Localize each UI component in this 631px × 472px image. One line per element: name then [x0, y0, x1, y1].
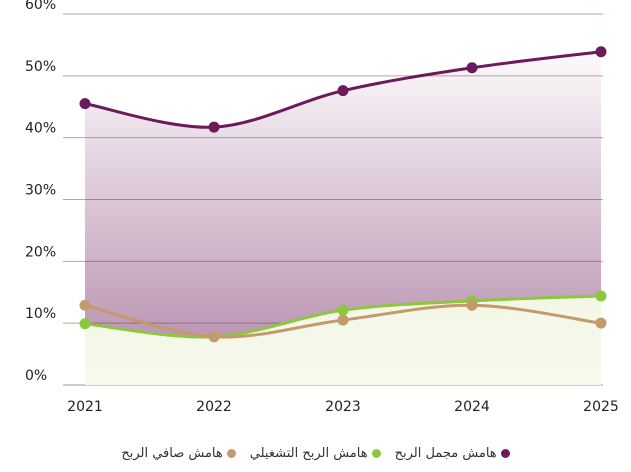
legend-item: هامش مجمل الربح	[395, 446, 510, 461]
legend-label: هامش صافي الربح	[121, 446, 223, 461]
y-tick-label: 40%	[25, 121, 56, 137]
point	[595, 290, 607, 302]
x-tick-label: 2021	[67, 399, 103, 415]
legend: هامش مجمل الربح هامش الربح التشغيلي هامش ص…	[0, 446, 631, 461]
point	[337, 85, 349, 97]
y-tick-label: 60%	[25, 0, 56, 13]
y-tick-label: 0%	[25, 368, 47, 384]
legend-item: هامش صافي الربح	[121, 446, 236, 461]
legend-swatch	[226, 449, 236, 458]
point	[466, 62, 478, 74]
point	[79, 299, 91, 311]
legend-item: هامش الربح التشغيلي	[250, 446, 381, 461]
legend-label: هامش مجمل الربح	[394, 446, 497, 461]
x-tick-label: 2022	[196, 399, 232, 415]
point	[208, 331, 220, 343]
legend-label: هامش الربح التشغيلي	[249, 446, 368, 461]
point	[208, 121, 220, 133]
y-tick-label: 50%	[25, 59, 56, 75]
point	[79, 318, 91, 330]
point	[595, 317, 607, 329]
point	[337, 304, 349, 316]
chart: 0% 10% 20% 30% 40% 50% 60% 2021 2022 2023 2024 2025	[25, 0, 619, 415]
y-tick-label: 30%	[25, 183, 56, 199]
point	[595, 46, 607, 58]
point	[337, 314, 349, 326]
y-tick-label: 20%	[25, 244, 56, 260]
y-tick-label: 10%	[25, 306, 56, 322]
legend-swatch	[500, 449, 510, 458]
legend-swatch	[371, 449, 381, 458]
area	[85, 295, 601, 385]
x-tick-label: 2025	[583, 399, 619, 415]
x-tick-label: 2023	[325, 399, 361, 415]
point	[79, 98, 91, 110]
point	[466, 299, 478, 311]
x-tick-label: 2024	[454, 399, 490, 415]
